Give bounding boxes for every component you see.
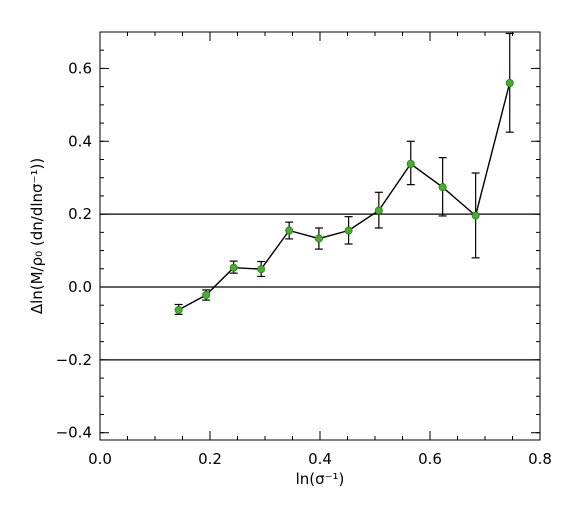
y-tick-label: −0.2 (56, 351, 92, 369)
data-point (471, 211, 480, 220)
y-tick-label: 0.6 (68, 59, 92, 77)
x-tick-label: 0.6 (418, 450, 442, 468)
series-line (178, 82, 511, 311)
x-tick-label: 0.0 (88, 450, 112, 468)
x-tick-label: 0.4 (308, 450, 332, 468)
data-point (344, 226, 353, 235)
data-point (285, 226, 294, 235)
data-point (314, 234, 323, 243)
error-bars (174, 32, 514, 315)
y-axis-label: Δln(M/ρ₀ (dn/dlnσ⁻¹)) (28, 158, 46, 314)
y-tick-label: −0.4 (56, 424, 92, 442)
data-point (202, 291, 211, 300)
data-point (406, 159, 415, 168)
y-tick-label: 0.0 (68, 278, 92, 296)
data-point (257, 265, 266, 274)
data-point (174, 305, 183, 314)
data-point (438, 183, 447, 192)
data-point (505, 79, 514, 88)
y-axis-ticks: −0.4 −0.2 0.0 0.2 0.4 0.6 (56, 31, 540, 442)
x-tick-label: 0.2 (198, 450, 222, 468)
data-point (229, 263, 238, 272)
x-axis-label: ln(σ⁻¹) (296, 470, 345, 488)
reference-lines (100, 213, 540, 361)
x-tick-label: 0.8 (528, 450, 552, 468)
data-point (374, 206, 383, 215)
x-axis-ticks: 0.0 0.2 0.4 0.6 0.8 (88, 32, 552, 468)
y-tick-label: 0.2 (68, 205, 92, 223)
y-tick-label: 0.4 (68, 132, 92, 150)
data-markers (174, 79, 514, 314)
